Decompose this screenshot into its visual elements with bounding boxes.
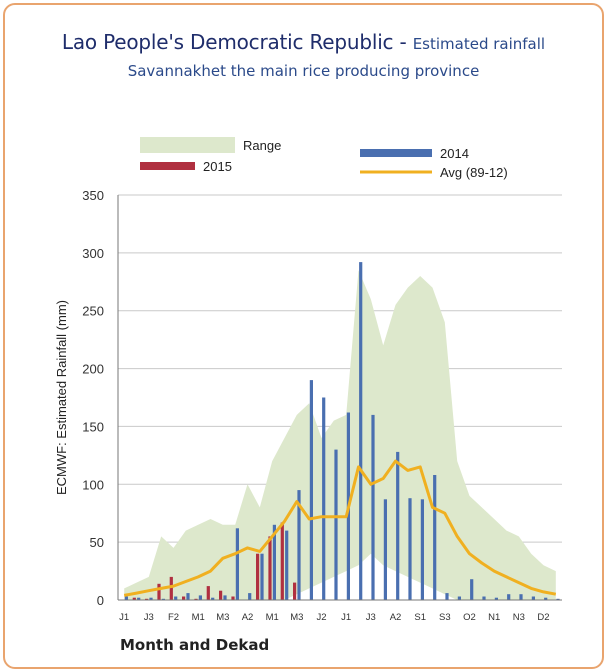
bar-2015	[145, 598, 149, 600]
y-axis-title: ECMWF: Estimated Rainfall (mm)	[54, 300, 69, 495]
bar-2014	[297, 490, 301, 600]
bar-2014	[248, 593, 252, 600]
x-tick-label: S1	[414, 612, 426, 623]
bar-2014	[420, 499, 424, 600]
x-tick-label: M1	[192, 612, 205, 623]
bar-2015	[157, 583, 161, 600]
bar-2014	[260, 553, 264, 600]
x-tick-label: J2	[316, 612, 326, 623]
legend-swatch	[140, 137, 235, 153]
bar-2014	[285, 530, 289, 600]
bar-2014	[359, 262, 363, 600]
bar-2014	[433, 475, 437, 600]
x-tick-label: A2	[242, 612, 254, 623]
bar-2014	[445, 593, 449, 600]
y-tick-label: 300	[82, 246, 104, 261]
bar-2015	[132, 597, 136, 600]
bar-2015	[256, 553, 260, 600]
bar-2014	[272, 524, 276, 600]
bar-2015	[182, 596, 186, 600]
y-tick-label: 200	[82, 362, 104, 377]
bar-2015	[219, 590, 223, 600]
bar-2014	[137, 597, 141, 600]
bar-2014	[507, 594, 511, 600]
y-tick-label: 100	[82, 477, 104, 492]
bar-2014	[371, 414, 375, 600]
chart-title: Lao People's Democratic Republic - Estim…	[0, 30, 607, 54]
bar-2015	[194, 598, 198, 600]
bar-2014	[556, 598, 560, 600]
legend-swatch	[140, 162, 195, 170]
y-tick-label: 350	[82, 188, 104, 203]
legend-label: Range	[243, 138, 281, 153]
bar-2014	[457, 596, 461, 600]
bar-2014	[470, 579, 474, 600]
bar-2014	[223, 595, 227, 600]
range-band	[124, 270, 556, 600]
bar-2014	[309, 380, 313, 600]
bar-2014	[408, 498, 412, 600]
bar-2014	[174, 596, 178, 600]
bar-2014	[322, 397, 326, 600]
y-tick-label: 250	[82, 304, 104, 319]
bar-2014	[235, 528, 239, 600]
bar-2014	[482, 596, 486, 600]
x-tick-label: S3	[439, 612, 451, 623]
x-tick-label: O2	[463, 612, 476, 623]
legend-label: 2015	[203, 159, 232, 174]
bar-2015	[293, 582, 297, 600]
x-tick-label: M3	[216, 612, 229, 623]
bar-2014	[383, 499, 387, 600]
bar-2014	[544, 597, 548, 600]
avg-line	[123, 459, 557, 597]
x-tick-label: N1	[488, 612, 500, 623]
x-tick-label: F2	[168, 612, 179, 623]
bar-2015	[280, 522, 284, 600]
x-tick-label: J1	[341, 612, 351, 623]
bar-2014	[198, 595, 202, 600]
bar-2015	[169, 576, 173, 600]
x-axis-title: Month and Dekad	[120, 636, 269, 654]
bar-2015	[268, 536, 272, 600]
bar-2014	[186, 593, 190, 600]
bar-2014	[149, 597, 153, 600]
x-tick-label: J3	[144, 612, 154, 623]
bar-2014	[519, 594, 523, 600]
bar-2014	[211, 597, 215, 600]
x-tick-label: N3	[513, 612, 525, 623]
legend-swatch	[360, 149, 432, 157]
y-tick-label: 50	[90, 535, 104, 550]
bar-2014	[334, 449, 338, 600]
chart-title-suffix: Estimated rainfall	[412, 35, 546, 53]
x-tick-label: M1	[266, 612, 279, 623]
bar-2014	[396, 451, 400, 600]
x-tick-label: M3	[290, 612, 303, 623]
bar-2015	[231, 596, 235, 600]
legend-label: Avg (89-12)	[440, 165, 508, 180]
bar-2015	[206, 586, 210, 600]
bar-2014	[161, 598, 165, 600]
bar-2014	[531, 596, 535, 600]
chart-title-main: Lao People's Democratic Republic -	[61, 30, 413, 54]
y-tick-label: 150	[82, 419, 104, 434]
x-tick-label: J1	[119, 612, 129, 623]
bar-2014	[494, 597, 498, 600]
legend-label: 2014	[440, 146, 469, 161]
chart-subtitle: Savannakhet the main rice producing prov…	[127, 62, 480, 80]
x-tick-label: D2	[537, 612, 549, 623]
x-tick-label: J3	[366, 612, 376, 623]
x-tick-label: A2	[390, 612, 402, 623]
y-tick-label: 0	[97, 593, 104, 608]
bar-2014	[124, 596, 128, 600]
